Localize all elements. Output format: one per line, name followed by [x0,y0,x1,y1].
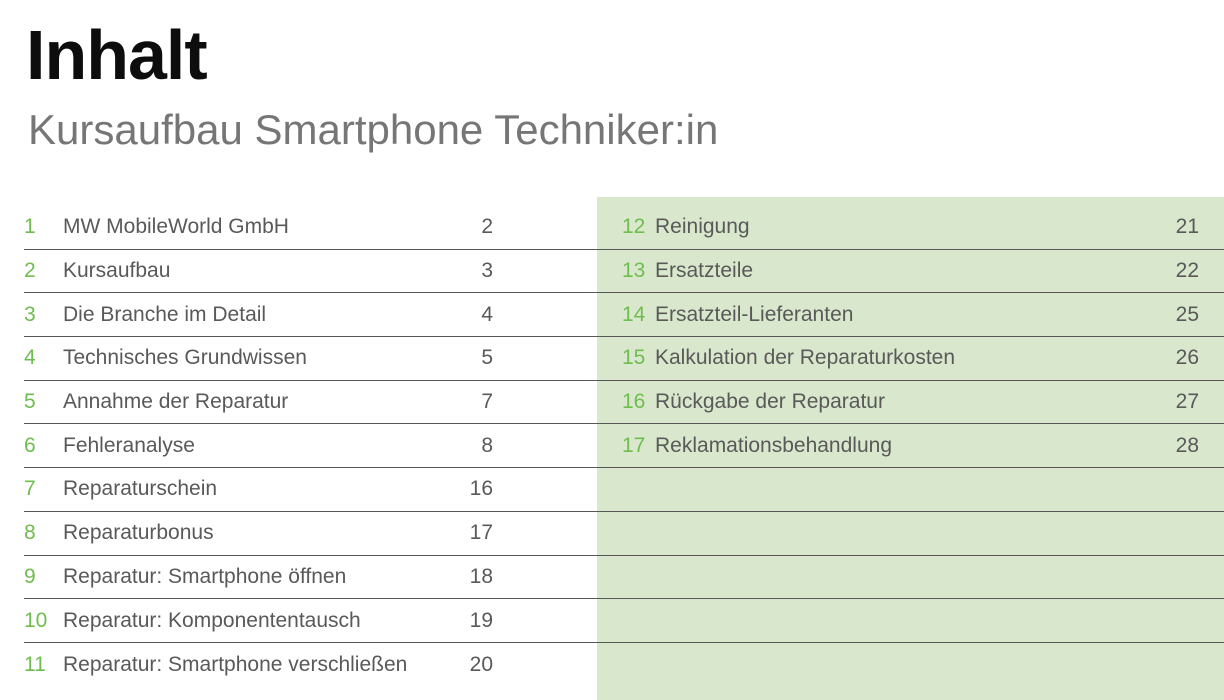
toc-row: 16 Rückgabe der Reparatur 27 [597,381,1224,425]
toc-item-number: 11 [24,652,46,676]
toc-item-label: Rückgabe der Reparatur [655,390,885,414]
toc-item-number: 15 [622,346,646,370]
toc-item-label: Reklamationsbehandlung [655,433,892,457]
toc-item-number: 14 [622,302,646,326]
toc-row: 10 Reparatur: Komponententausch 19 [24,599,597,643]
toc-item-number: 9 [24,564,36,588]
toc-column-left: 1 MW MobileWorld GmbH 2 2 Kursaufbau 3 3 Die Br… [24,206,597,687]
toc-item-label: Reinigung [655,215,750,239]
toc-item-page: 8 [481,433,493,457]
toc-item-number: 5 [24,390,36,414]
toc-item-number: 10 [24,608,48,632]
toc-row: 14 Ersatzteil-Lieferanten 25 [597,293,1224,338]
toc-item-page: 27 [1175,390,1199,414]
toc-item-label: Fehleranalyse [63,433,195,457]
toc-row: 11 Reparatur: Smartphone verschließen 20 [24,643,597,687]
toc-item-label: Annahme der Reparatur [63,390,289,414]
toc-row: 9 Reparatur: Smartphone öffnen 18 [24,556,597,600]
toc-row: 15 Kalkulation der Reparaturkosten 26 [597,337,1224,381]
toc-row-empty [597,512,1224,556]
toc-item-label: Ersatzteile [655,259,754,283]
toc-item-label: Reparaturschein [63,477,218,501]
toc-item-page: 2 [481,215,493,239]
toc-item-number: 4 [24,346,36,370]
toc-item-page: 3 [481,259,493,283]
toc-item-page: 17 [469,521,493,545]
page-subtitle: Kursaufbau Smartphone Techniker:in [28,106,719,153]
toc-column-right: 12 Reinigung 21 13 Ersatzteile 22 14 Ersatzteil… [597,206,1224,687]
toc-row: 12 Reinigung 21 [597,206,1224,250]
toc-item-page: 19 [469,608,493,632]
toc-item-label: Kalkulation der Reparaturkosten [655,346,956,370]
toc-item-number: 2 [24,259,36,283]
toc-row: 17 Reklamationsbehandlung 28 [597,424,1224,469]
toc-item-label: Kursaufbau [63,259,171,283]
page-title: Inhalt [26,16,208,94]
toc-row-empty [597,556,1224,600]
toc-item-label: Reparaturbonus [63,521,214,545]
toc-item-page: 4 [481,302,493,326]
toc-item-number: 12 [622,215,646,239]
toc-item-label: Reparatur: Smartphone öffnen [63,564,347,588]
toc-row: 1 MW MobileWorld GmbH 2 [24,206,597,250]
toc-row: 5 Annahme der Reparatur 7 [24,381,597,425]
toc-item-page: 16 [469,477,493,501]
toc-item-number: 1 [24,215,36,239]
toc-item-label: Technisches Grundwissen [63,346,307,370]
toc-row: 13 Ersatzteile 22 [597,250,1224,294]
toc-item-page: 22 [1175,259,1199,283]
toc-item-number: 6 [24,433,36,457]
toc-item-label: Die Branche im Detail [63,302,267,326]
toc-item-page: 28 [1175,433,1199,457]
toc-row: 3 Die Branche im Detail 4 [24,293,597,338]
toc-item-page: 26 [1175,346,1199,370]
toc-row-empty [597,468,1224,512]
toc-item-number: 13 [622,259,646,283]
toc-row: 4 Technisches Grundwissen 5 [24,337,597,381]
toc-item-page: 25 [1175,302,1199,326]
toc-row: 6 Fehleranalyse 8 [24,424,597,469]
toc-item-number: 16 [622,390,646,414]
toc-row: 7 Reparaturschein 16 [24,468,597,512]
toc-row-empty [597,643,1224,687]
toc-item-page: 20 [469,652,493,676]
toc-item-label: MW MobileWorld GmbH [63,215,289,239]
toc-item-label: Reparatur: Smartphone verschließen [63,652,408,676]
toc-item-page: 7 [481,390,493,414]
toc-item-label: Reparatur: Komponententausch [63,608,361,632]
toc-item-page: 5 [481,346,493,370]
toc-item-page: 21 [1175,215,1199,239]
toc-row: 8 Reparaturbonus 17 [24,512,597,556]
toc-item-number: 8 [24,521,36,545]
toc-item-number: 7 [24,477,36,501]
toc-item-number: 17 [622,433,646,457]
toc-item-page: 18 [469,564,493,588]
toc-item-number: 3 [24,302,36,326]
toc-row: 2 Kursaufbau 3 [24,250,597,294]
toc-item-label: Ersatzteil-Lieferanten [655,302,854,326]
toc-right-background-panel [597,197,1224,700]
toc-row-empty [597,599,1224,643]
